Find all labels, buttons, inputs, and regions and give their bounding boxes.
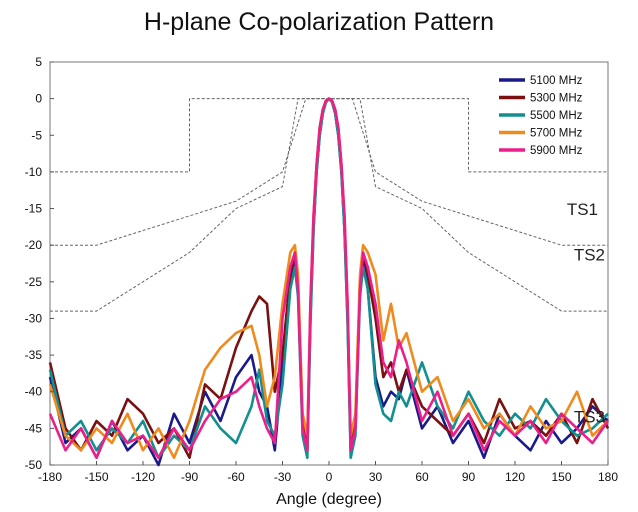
y-tick-label: -30 — [25, 311, 43, 325]
y-tick-layer: 5 0 -5 -10 -15 -20 -25 -30 -35 -40 -45 -50 — [25, 55, 54, 472]
series-line-5300-mhz — [48, 97, 610, 460]
x-tick-label: -150 — [84, 470, 108, 484]
y-tick-label: -15 — [25, 202, 43, 216]
y-tick-label: -10 — [25, 165, 43, 179]
x-tick-label: 0 — [326, 470, 333, 484]
x-tick-label: -120 — [131, 470, 155, 484]
x-tick-label: 30 — [369, 470, 383, 484]
y-tick-label: -50 — [25, 458, 43, 472]
x-tick-label: 180 — [598, 470, 618, 484]
x-tick-label: 90 — [462, 470, 476, 484]
x-tick-label: 150 — [551, 470, 571, 484]
x-tick-label: 120 — [505, 470, 525, 484]
annotation-layer: TS1 TS2 TS3 — [567, 200, 605, 427]
annotation-ts3: TS3 — [574, 408, 605, 427]
series-line-5900-mhz — [48, 97, 610, 460]
x-tick-layer: -180 -150 -120 -90 -60 -30 0 30 60 90 120 150 180 — [38, 461, 618, 484]
legend-label: 5300 MHz — [530, 93, 583, 105]
legend: 5100 MHz 5300 MHz 5500 MHz 5700 MHz 5900 MHz — [499, 75, 583, 157]
annotation-ts1: TS1 — [567, 200, 598, 219]
legend-label: 5900 MHz — [530, 145, 583, 157]
x-tick-label: -90 — [181, 470, 199, 484]
x-tick-label: -30 — [274, 470, 292, 484]
mask-line-ts3 — [50, 98, 608, 312]
x-axis-title: Angle (degree) — [276, 491, 382, 508]
y-tick-label: -5 — [31, 128, 42, 142]
x-tick-label: -180 — [38, 470, 62, 484]
y-tick-label: -20 — [25, 238, 43, 252]
y-tick-label: -35 — [25, 348, 43, 362]
series-layer — [48, 97, 610, 467]
y-tick-label: 5 — [35, 55, 42, 69]
chart-title: H-plane Co-polarization Pattern — [143, 8, 495, 36]
y-tick-label: -45 — [25, 421, 43, 435]
annotation-ts2: TS2 — [574, 245, 605, 264]
series-line-5100-mhz — [48, 97, 609, 467]
legend-label: 5500 MHz — [530, 110, 583, 122]
x-tick-label: -60 — [227, 470, 245, 484]
mask-line-ts1 — [50, 98, 608, 173]
x-tick-label: 60 — [415, 470, 429, 484]
legend-label: 5700 MHz — [530, 128, 583, 140]
mask-layer — [50, 98, 608, 312]
legend-label: 5100 MHz — [530, 75, 583, 87]
y-tick-label: -40 — [25, 385, 43, 399]
y-tick-label: -25 — [25, 275, 43, 289]
y-tick-label: 0 — [35, 92, 42, 106]
